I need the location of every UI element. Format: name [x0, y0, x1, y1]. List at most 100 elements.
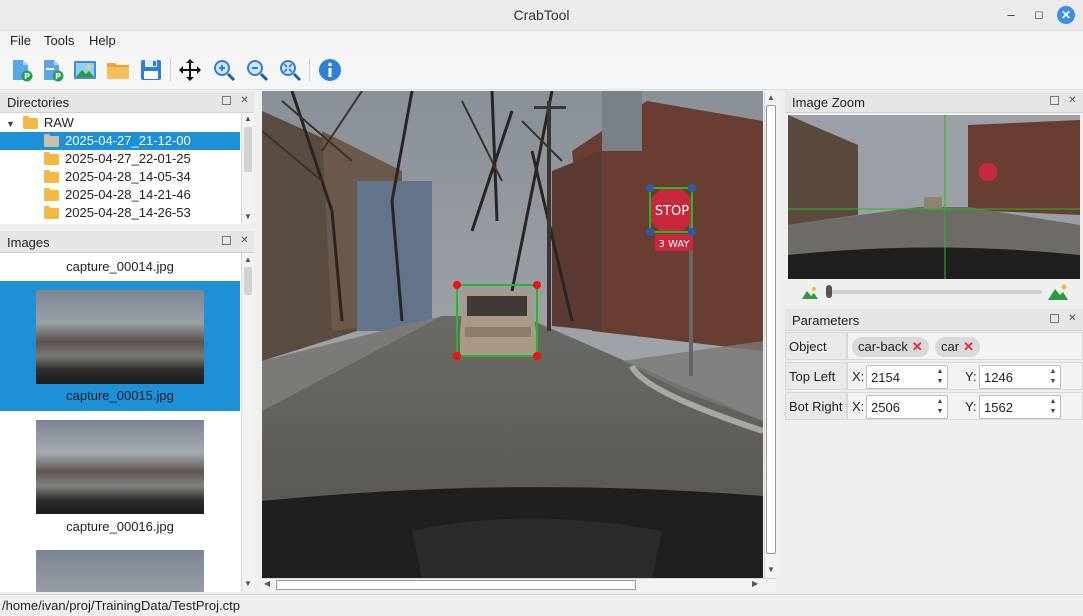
save-icon[interactable] — [139, 58, 163, 82]
scroll-down-icon[interactable]: ▼ — [767, 565, 775, 574]
directory-item[interactable]: 2025-04-27_21-12-00 — [0, 132, 240, 150]
folder-icon — [44, 188, 59, 202]
zoom-preview — [788, 115, 1080, 279]
expand-arrow-icon[interactable]: ▼ — [6, 119, 15, 129]
canvas-hscrollbar[interactable]: ◀ ▶ — [262, 578, 776, 592]
images-scrollbar[interactable]: ▲ ▼ — [241, 253, 254, 592]
directory-item[interactable]: 2025-04-28_14-21-46 — [0, 186, 191, 204]
spin-down-icon[interactable]: ▼ — [936, 408, 944, 415]
minimize-icon[interactable]: – — [1007, 7, 1015, 22]
object-label: Object — [785, 332, 847, 360]
status-path: /home/ivan/proj/TrainingData/TestProj.ct… — [2, 598, 240, 613]
scroll-down-icon[interactable]: ▼ — [244, 579, 252, 588]
bbox-handle[interactable] — [533, 281, 541, 289]
spin-value: 1246 — [984, 370, 1013, 385]
scroll-thumb[interactable] — [276, 580, 636, 590]
title-bar: CrabTool – ◻ ✕ — [0, 0, 1083, 31]
zoom-in-icon[interactable] — [212, 58, 236, 82]
zoom-slider-handle[interactable] — [826, 285, 832, 298]
bot-right-x-spinbox[interactable]: 2506 ▲ ▼ — [866, 395, 948, 419]
zoom-in-landscape-icon[interactable] — [1048, 284, 1068, 300]
spin-up-icon[interactable]: ▲ — [1049, 398, 1057, 405]
spin-down-icon[interactable]: ▼ — [1049, 378, 1057, 385]
scroll-up-icon[interactable]: ▲ — [244, 255, 252, 264]
directory-label: 2025-04-28_14-21-46 — [65, 187, 191, 202]
float-icon[interactable] — [222, 236, 231, 245]
close-panel-icon[interactable]: ✕ — [1068, 95, 1077, 106]
float-icon[interactable] — [222, 96, 231, 105]
scroll-down-icon[interactable]: ▼ — [244, 212, 252, 221]
close-icon[interactable]: ✕ — [1057, 6, 1075, 24]
image-item-name: capture_00015.jpg — [66, 388, 174, 403]
scroll-thumb[interactable] — [244, 267, 252, 295]
x-label: X: — [852, 369, 865, 384]
zoom-slider-row — [800, 284, 1070, 302]
top-left-values: X: 2154 ▲ ▼ Y: 1246 ▲ ▼ — [847, 362, 1083, 390]
menu-help[interactable]: Help — [89, 33, 116, 48]
directories-header: Directories ✕ — [0, 91, 254, 113]
close-panel-icon[interactable]: ✕ — [240, 95, 249, 106]
new-project-2-icon[interactable]: P — [40, 58, 64, 82]
tag-chip: car-back ✕ — [852, 337, 929, 357]
top-left-label: Top Left — [785, 362, 847, 390]
x-label: X: — [852, 399, 865, 414]
scroll-up-icon[interactable]: ▲ — [244, 114, 252, 123]
close-panel-icon[interactable]: ✕ — [1068, 313, 1077, 324]
zoom-out-icon[interactable] — [245, 58, 269, 82]
maximize-icon[interactable]: ◻ — [1034, 9, 1044, 21]
float-icon[interactable] — [1050, 96, 1059, 105]
move-icon[interactable] — [178, 58, 202, 82]
image-canvas[interactable]: STOP 3 WAY — [262, 91, 763, 578]
scroll-thumb[interactable] — [244, 127, 252, 172]
y-label: Y: — [965, 399, 977, 414]
three-way-sign-text: 3 WAY — [658, 239, 690, 250]
directory-item[interactable]: 2025-04-27_22-01-25 — [0, 150, 191, 168]
spin-up-icon[interactable]: ▲ — [936, 398, 944, 405]
bbox-handle[interactable] — [533, 352, 541, 360]
canvas-vscrollbar[interactable]: ▲ ▼ — [764, 91, 777, 578]
float-icon[interactable] — [1050, 314, 1059, 323]
folder-icon — [44, 170, 59, 184]
tag-label: car — [941, 339, 960, 354]
tree-root-raw[interactable]: ▼ RAW — [6, 114, 74, 132]
image-icon[interactable] — [73, 58, 97, 82]
scroll-up-icon[interactable]: ▲ — [767, 93, 775, 102]
spin-up-icon[interactable]: ▲ — [936, 368, 944, 375]
remove-tag-icon[interactable]: ✕ — [911, 339, 923, 354]
open-folder-icon[interactable] — [106, 58, 130, 82]
directory-label: 2025-04-28_14-26-53 — [65, 205, 191, 220]
image-thumbnail[interactable] — [36, 550, 204, 592]
zoom-fit-icon[interactable] — [278, 58, 302, 82]
bot-right-y-spinbox[interactable]: 1562 ▲ ▼ — [979, 395, 1061, 419]
top-left-y-spinbox[interactable]: 1246 ▲ ▼ — [979, 365, 1061, 389]
image-item-selected[interactable]: capture_00015.jpg — [0, 281, 240, 411]
image-item-name[interactable]: capture_00014.jpg — [66, 259, 174, 274]
close-panel-icon[interactable]: ✕ — [240, 235, 249, 246]
scroll-thumb[interactable] — [766, 105, 776, 554]
image-thumbnail[interactable] — [36, 420, 204, 514]
bbox-handle[interactable] — [453, 352, 461, 360]
scroll-left-icon[interactable]: ◀ — [264, 579, 271, 588]
info-icon[interactable] — [318, 58, 342, 82]
image-item-name[interactable]: capture_00016.jpg — [66, 519, 174, 534]
spin-down-icon[interactable]: ▼ — [1049, 408, 1057, 415]
top-left-x-spinbox[interactable]: 2154 ▲ ▼ — [866, 365, 948, 389]
new-project-icon[interactable]: P — [9, 58, 33, 82]
remove-tag-icon[interactable]: ✕ — [963, 339, 974, 354]
menu-file[interactable]: File — [10, 33, 31, 48]
tag-label: car-back — [858, 339, 908, 354]
bounding-box-car[interactable] — [456, 284, 538, 357]
directory-item[interactable]: 2025-04-28_14-26-53 — [0, 204, 191, 222]
directory-label: 2025-04-27_22-01-25 — [65, 151, 191, 166]
directory-item[interactable]: 2025-04-28_14-05-34 — [0, 168, 191, 186]
menu-tools[interactable]: Tools — [44, 33, 75, 48]
spin-down-icon[interactable]: ▼ — [936, 378, 944, 385]
zoom-out-landscape-icon[interactable] — [802, 287, 818, 299]
zoom-slider-track[interactable] — [828, 290, 1042, 294]
bbox-handle[interactable] — [453, 281, 461, 289]
directory-label: 2025-04-27_21-12-00 — [65, 133, 191, 148]
directories-scrollbar[interactable]: ▲ ▼ — [241, 113, 254, 224]
image-list: capture_00014.jpg capture_00015.jpg capt… — [0, 253, 254, 592]
spin-up-icon[interactable]: ▲ — [1049, 368, 1057, 375]
scroll-right-icon[interactable]: ▶ — [752, 579, 759, 588]
